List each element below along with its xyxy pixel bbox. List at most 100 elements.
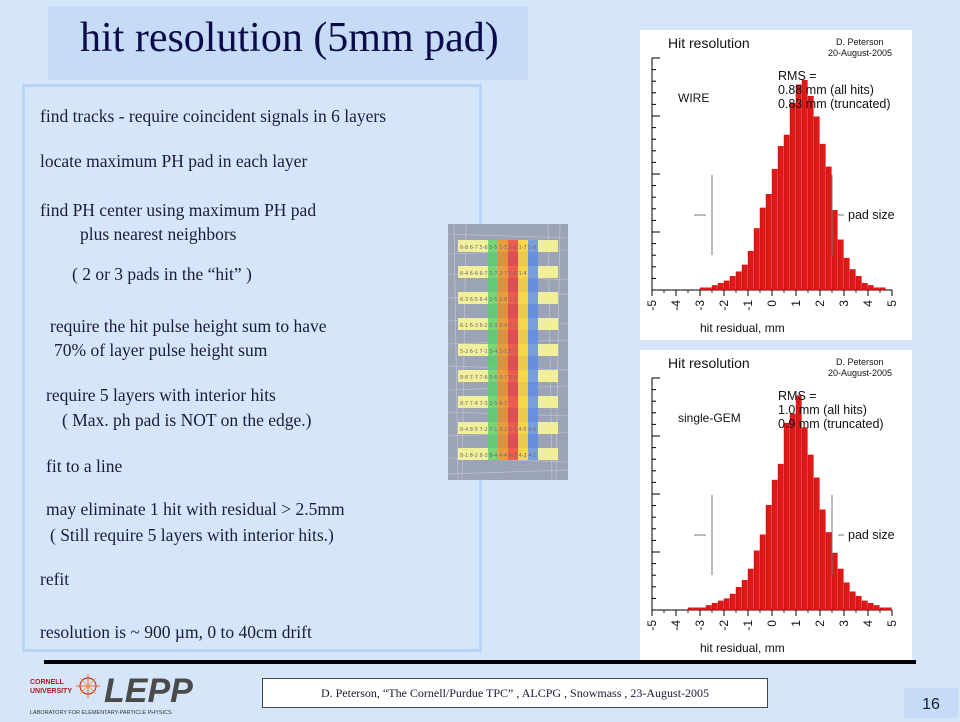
histogram-bar bbox=[705, 605, 712, 611]
histogram-bar bbox=[711, 285, 718, 291]
histogram-single-gem: Hit resolution D. Peterson 20-August-2005 -… bbox=[640, 350, 912, 660]
pad-size-label: pad size bbox=[848, 208, 895, 222]
lepp-logo: CORNELL UNIVERSITY LEPP LABORATORY FOR E… bbox=[28, 672, 228, 716]
svg-text:8-7 7-4 7-3 3-5 4-7: 8-7 7-4 7-3 3-5 4-7 bbox=[460, 401, 507, 407]
svg-text:6-4 6-6 6-7 5-7 2-7 2-8 1-4: 6-4 6-6 6-7 5-7 2-7 2-8 1-4 bbox=[460, 271, 527, 277]
histogram-bar bbox=[885, 607, 892, 611]
text-line: may eliminate 1 hit with residual > 2.5m… bbox=[46, 499, 345, 519]
histogram-bar bbox=[807, 454, 814, 611]
logo-name: LEPP bbox=[104, 672, 193, 710]
stats-line: RMS = bbox=[778, 389, 817, 403]
histogram-bar bbox=[795, 395, 802, 611]
x-axis-label: hit residual, mm bbox=[700, 321, 785, 335]
logo-emblem-icon bbox=[76, 674, 100, 698]
histogram-bar bbox=[831, 209, 838, 291]
histogram-bar bbox=[849, 591, 856, 611]
x-tick-label: -1 bbox=[741, 620, 755, 631]
x-tick-label: 2 bbox=[813, 620, 827, 627]
text-line: refit bbox=[40, 569, 70, 589]
chart-title: Hit resolution bbox=[668, 35, 750, 51]
x-tick-label: 0 bbox=[765, 300, 779, 307]
svg-text:6-8 6-7 5-6 5-5 1-5 1-6 1-7 1-: 6-8 6-7 5-6 5-5 1-5 1-6 1-7 1-8 bbox=[460, 245, 536, 251]
histogram-bar bbox=[777, 146, 784, 291]
histogram-bar bbox=[765, 194, 772, 291]
svg-text:5-2 6-1 7-1 3-4 2-1 1-2: 5-2 6-1 7-1 3-4 2-1 1-2 bbox=[460, 349, 517, 355]
histogram-bar bbox=[705, 287, 712, 291]
svg-text:8-8 7-7 7-6 3-6 3-7 3-8: 8-8 7-7 7-6 3-6 3-7 3-8 bbox=[460, 375, 517, 381]
series-label: single-GEM bbox=[678, 411, 741, 425]
x-tick-label: -3 bbox=[693, 300, 707, 311]
histogram-bar bbox=[873, 605, 880, 611]
histogram-bar bbox=[765, 504, 772, 611]
histogram-bar bbox=[747, 251, 754, 291]
x-tick-label: 5 bbox=[885, 620, 899, 627]
histogram-bar bbox=[801, 427, 808, 611]
histogram-bar bbox=[735, 586, 742, 611]
logo-org-bottom: UNIVERSITY bbox=[30, 688, 72, 695]
histogram-bar bbox=[777, 463, 784, 611]
histogram-bar bbox=[789, 102, 796, 291]
x-tick-label: -5 bbox=[645, 300, 659, 311]
chart-date: 20-August-2005 bbox=[828, 48, 892, 58]
histogram-bar bbox=[741, 264, 748, 291]
histogram-bar bbox=[693, 607, 700, 611]
text-line: 70% of layer pulse height sum bbox=[54, 340, 268, 360]
title-box bbox=[48, 6, 528, 80]
footer-citation: D. Peterson, “The Cornell/Purdue TPC” , … bbox=[262, 678, 768, 708]
stats-line: 0.88 mm (all hits) bbox=[778, 83, 874, 97]
histogram-bar bbox=[747, 568, 754, 611]
histogram-bar bbox=[849, 269, 856, 291]
text-line: require the hit pulse height sum to have bbox=[50, 316, 327, 336]
series-label: WIRE bbox=[678, 91, 709, 105]
x-tick-label: -1 bbox=[741, 300, 755, 311]
histogram-bar bbox=[771, 479, 778, 611]
histogram-bar bbox=[741, 580, 748, 611]
histogram-bar bbox=[783, 134, 790, 291]
x-tick-label: 4 bbox=[861, 620, 875, 627]
x-tick-label: 2 bbox=[813, 300, 827, 307]
histogram-bar bbox=[819, 509, 826, 611]
histogram-bar bbox=[813, 116, 820, 291]
x-tick-label: 1 bbox=[789, 620, 803, 627]
x-tick-label: 0 bbox=[765, 620, 779, 627]
x-tick-label: 4 bbox=[861, 300, 875, 307]
histogram-bar bbox=[699, 607, 706, 611]
histogram-bar bbox=[735, 271, 742, 291]
x-tick-label: 3 bbox=[837, 620, 851, 627]
histogram-bar bbox=[831, 552, 838, 611]
x-tick-label: -5 bbox=[645, 620, 659, 631]
chart-author: D. Peterson bbox=[836, 37, 884, 47]
text-line: require 5 layers with interior hits bbox=[46, 385, 276, 405]
histogram-wire: Hit resolution D. Peterson 20-August-2005 -… bbox=[640, 30, 912, 340]
stats-line: 1.0 mm (all hits) bbox=[778, 403, 867, 417]
text-line: ( Still require 5 layers with interior h… bbox=[50, 525, 334, 545]
histogram-bar bbox=[879, 287, 886, 291]
histogram-bar bbox=[759, 207, 766, 291]
histogram-bar bbox=[687, 607, 694, 611]
logo-tagline: LABORATORY FOR ELEMENTARY-PARTICLE PHYSI… bbox=[30, 710, 172, 716]
text-line: resolution is ~ 900 µm, 0 to 40cm drift bbox=[40, 622, 312, 642]
x-tick-label: -4 bbox=[669, 620, 683, 631]
x-tick-label: 3 bbox=[837, 300, 851, 307]
x-axis-label: hit residual, mm bbox=[700, 641, 785, 655]
x-tick-label: -3 bbox=[693, 620, 707, 631]
histogram-bar bbox=[723, 598, 730, 611]
histogram-bar bbox=[795, 84, 802, 291]
text-panel bbox=[22, 84, 482, 652]
svg-text:8-4 8-5 7-2 7-1 3-2 3-3 4-5 4-: 8-4 8-5 7-2 7-1 3-2 3-3 4-5 4-6 bbox=[460, 427, 536, 433]
svg-text:8-1 8-2 8-3 8-4 4-4 4-3 4-2 4-: 8-1 8-2 8-3 8-4 4-4 4-3 4-2 4-1 bbox=[460, 453, 536, 459]
page-number: 16 bbox=[904, 688, 958, 718]
chart-date: 20-August-2005 bbox=[828, 368, 892, 378]
histogram-bar bbox=[843, 582, 850, 611]
histogram-bar bbox=[699, 287, 706, 291]
histogram-bar bbox=[729, 276, 736, 291]
histogram-bar bbox=[843, 257, 850, 291]
logo-org-top: CORNELL bbox=[30, 679, 65, 686]
histogram-bar bbox=[759, 534, 766, 611]
histogram-bar bbox=[771, 168, 778, 291]
histogram-bar bbox=[837, 568, 844, 611]
histogram-bar bbox=[855, 596, 862, 611]
histogram-bar bbox=[837, 239, 844, 291]
histogram-bar bbox=[723, 280, 730, 291]
pad-layout-image: 6-8 6-7 5-6 5-5 1-5 1-6 1-7 1-8 6-4 6-6 … bbox=[448, 224, 568, 480]
